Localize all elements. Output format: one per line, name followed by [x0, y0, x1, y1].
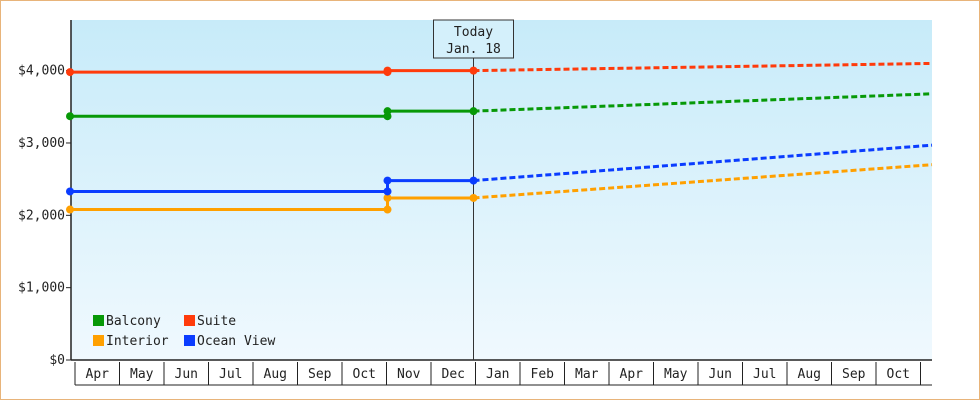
legend: Balcony Suite Interior Ocean View: [93, 314, 275, 349]
series-lines: [66, 61, 933, 214]
month-label: Aug: [798, 367, 821, 382]
legend-label: Ocean View: [197, 334, 275, 349]
today-box: [433, 19, 514, 59]
today-date: Jan. 18: [446, 42, 501, 57]
month-label: Nov: [397, 367, 421, 382]
y-tick-label: $1,000: [18, 281, 65, 296]
series-point: [383, 205, 392, 214]
series-point: [383, 176, 392, 185]
month-label: May: [664, 367, 688, 382]
series-history-line: [70, 69, 474, 74]
series-history-line: [70, 196, 474, 212]
series-forecast-line: [473, 163, 933, 200]
y-tick-label: $4,000: [18, 64, 65, 79]
series-point: [383, 187, 392, 196]
month-label: Apr: [620, 367, 644, 382]
legend-label: Suite: [197, 314, 236, 329]
month-label: Jul: [753, 367, 776, 382]
today-label: Today: [454, 25, 493, 40]
series-point: [383, 193, 392, 202]
legend-swatch: [184, 315, 195, 326]
month-label: Sep: [842, 367, 866, 382]
y-axis: $0 $1,000 $2,000 $3,000 $4,000: [18, 20, 72, 368]
y-tick-label: $2,000: [18, 208, 65, 223]
series-point: [66, 205, 74, 214]
month-label: Feb: [531, 367, 555, 382]
series-point: [66, 112, 74, 121]
month-label: Aug: [264, 367, 287, 382]
month-label: Sep: [308, 367, 332, 382]
series-point: [469, 176, 478, 185]
x-axis: Apr May Jun Jul Aug Sep Oct Nov Dec Jan Feb Mar Apr M…: [71, 359, 932, 386]
y-tick-label: $0: [49, 353, 65, 368]
series-point: [469, 107, 478, 116]
legend-label: Interior: [106, 334, 169, 349]
series-forecast-line: [473, 143, 933, 183]
today-marker: Today Jan. 18: [433, 19, 514, 360]
month-label: Oct: [353, 367, 376, 382]
series-history-line: [70, 179, 474, 193]
month-label: Jun: [709, 367, 732, 382]
month-label: Oct: [887, 367, 910, 382]
legend-swatch: [93, 335, 104, 346]
legend-label: Balcony: [106, 314, 161, 329]
series-point: [66, 187, 74, 196]
month-label: Jul: [219, 367, 242, 382]
month-label: May: [130, 367, 154, 382]
series-point: [66, 68, 74, 77]
y-tick-label: $3,000: [18, 136, 65, 151]
legend-swatch: [184, 335, 195, 346]
series-point: [383, 107, 392, 116]
legend-swatch: [93, 315, 104, 326]
series-forecast-line: [473, 92, 933, 113]
month-label: Jan: [486, 367, 509, 382]
series-point: [469, 66, 478, 75]
month-label: Dec: [442, 367, 465, 382]
month-label: Mar: [575, 367, 599, 382]
month-label: Jun: [175, 367, 198, 382]
series-forecast-line: [473, 61, 933, 73]
month-label: Apr: [86, 367, 110, 382]
series-point: [469, 193, 478, 202]
series-point: [383, 66, 392, 75]
